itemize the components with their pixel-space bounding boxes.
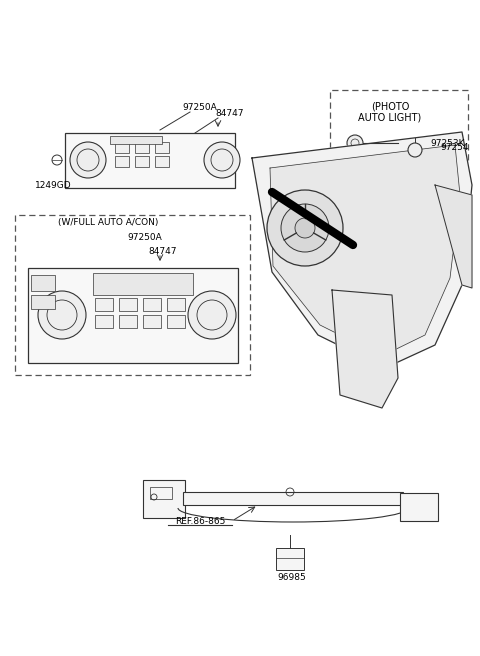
Bar (95, 298, 113, 311)
Text: (W/FULL AUTO A/CON): (W/FULL AUTO A/CON) (58, 218, 158, 226)
Bar (31, 295, 55, 309)
Bar (167, 298, 185, 311)
Bar (155, 156, 169, 167)
Bar (390, 241, 399, 248)
Circle shape (295, 218, 315, 238)
Bar (357, 241, 366, 248)
Bar (143, 298, 161, 311)
Bar (183, 492, 403, 505)
Text: (PHOTO
AUTO LIGHT): (PHOTO AUTO LIGHT) (359, 101, 421, 123)
Bar (276, 548, 304, 570)
Bar (31, 275, 55, 291)
Text: 96985: 96985 (277, 573, 306, 581)
Bar (167, 315, 185, 328)
Polygon shape (435, 185, 472, 288)
Bar (65, 133, 235, 188)
Bar (358, 191, 386, 201)
Bar (401, 241, 410, 248)
Circle shape (38, 291, 86, 339)
Circle shape (347, 135, 363, 151)
Text: 97254: 97254 (440, 144, 468, 152)
Bar (143, 315, 161, 328)
Text: 1249GD: 1249GD (35, 180, 72, 190)
Bar (330, 90, 468, 162)
Text: 84747: 84747 (149, 247, 177, 256)
Bar (155, 142, 169, 153)
Bar (119, 298, 137, 311)
Polygon shape (270, 145, 460, 356)
Polygon shape (332, 290, 398, 408)
Text: 97250A: 97250A (128, 232, 162, 241)
Circle shape (70, 142, 106, 178)
Bar (368, 241, 377, 248)
Bar (355, 238, 417, 258)
Bar (135, 142, 149, 153)
Circle shape (408, 143, 422, 157)
Bar (379, 241, 388, 248)
Bar (400, 493, 438, 521)
Bar (143, 480, 185, 518)
Bar (135, 156, 149, 167)
Bar (355, 188, 417, 216)
Circle shape (267, 190, 343, 266)
Bar (115, 156, 129, 167)
Bar (95, 315, 113, 328)
Bar (15, 215, 250, 375)
Polygon shape (252, 132, 472, 368)
Text: 97253K: 97253K (430, 138, 465, 148)
Bar (110, 136, 162, 144)
Bar (119, 315, 137, 328)
Circle shape (188, 291, 236, 339)
Bar (93, 273, 193, 295)
Circle shape (281, 204, 329, 252)
Text: 84747: 84747 (216, 108, 244, 117)
Bar (28, 268, 238, 363)
Text: REF.86-865: REF.86-865 (175, 518, 225, 527)
Bar (115, 142, 129, 153)
Bar (150, 487, 172, 499)
Circle shape (204, 142, 240, 178)
Text: 97250A: 97250A (182, 102, 217, 112)
